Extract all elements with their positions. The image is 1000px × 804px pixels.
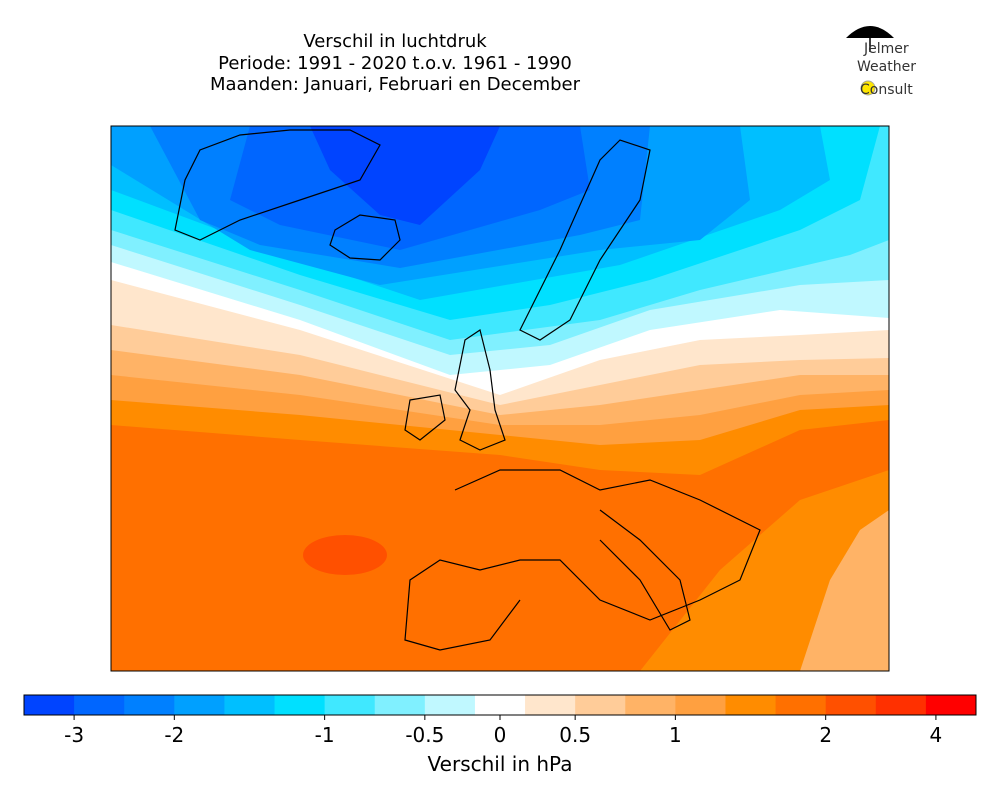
- colorbar-bin: [875, 695, 927, 715]
- colorbar-bin: [174, 695, 225, 715]
- colorbar-bin: [324, 695, 376, 715]
- title-line: Periode: 1991 - 2020 t.o.v. 1961 - 1990: [218, 53, 572, 74]
- colorbar-bin: [424, 695, 476, 715]
- colorbar-bin: [625, 695, 676, 715]
- colorbar-bin: [825, 695, 877, 715]
- map: [111, 126, 889, 671]
- colorbar-bin: [725, 695, 777, 715]
- colorbar-bin: [74, 695, 125, 715]
- contour-fill: [303, 535, 387, 575]
- colorbar-tick-label: -3: [64, 723, 84, 747]
- colorbar: [24, 695, 977, 715]
- colorbar-tick-label: 1: [669, 723, 682, 747]
- logo-text: Consult: [860, 82, 913, 98]
- colorbar-bin: [925, 695, 977, 715]
- colorbar-bin: [474, 695, 526, 715]
- sun: [860, 80, 876, 96]
- colorbar-bin: [575, 695, 626, 715]
- umbrella: [846, 26, 894, 38]
- logo-text: Jelmer: [863, 41, 909, 57]
- map-frame: [110, 125, 890, 672]
- colorbar-bin: [24, 695, 75, 715]
- logo-text: Weather: [857, 59, 916, 75]
- colorbar-bin: [775, 695, 827, 715]
- colorbar-tick-label: 4: [930, 723, 943, 747]
- logo: Jelmer Weather Consult: [846, 26, 916, 98]
- colorbar-bin: [525, 695, 576, 715]
- colorbar-tick-label: -0.5: [405, 723, 444, 747]
- coastlines: [174, 129, 761, 651]
- colorbar-tick-label: 0: [494, 723, 507, 747]
- colorbar-tick-label: -1: [315, 723, 335, 747]
- colorbar-tick-label: 2: [819, 723, 832, 747]
- colorbar-bin: [374, 695, 426, 715]
- contour-fill: [310, 126, 500, 225]
- title-line: Verschil in luchtdruk: [303, 31, 487, 52]
- colorbar-bin: [124, 695, 175, 715]
- colorbar-label: Verschil in hPa: [428, 752, 573, 776]
- colorbar-tick-label: 0.5: [559, 723, 591, 747]
- title-line: Maanden: Januari, Februari en December: [210, 74, 581, 95]
- contour-fill: [800, 510, 889, 671]
- colorbar-bin: [224, 695, 276, 715]
- colorbar-bin: [274, 695, 326, 715]
- colorbar-tick-label: -2: [164, 723, 184, 747]
- colorbar-bin: [675, 695, 726, 715]
